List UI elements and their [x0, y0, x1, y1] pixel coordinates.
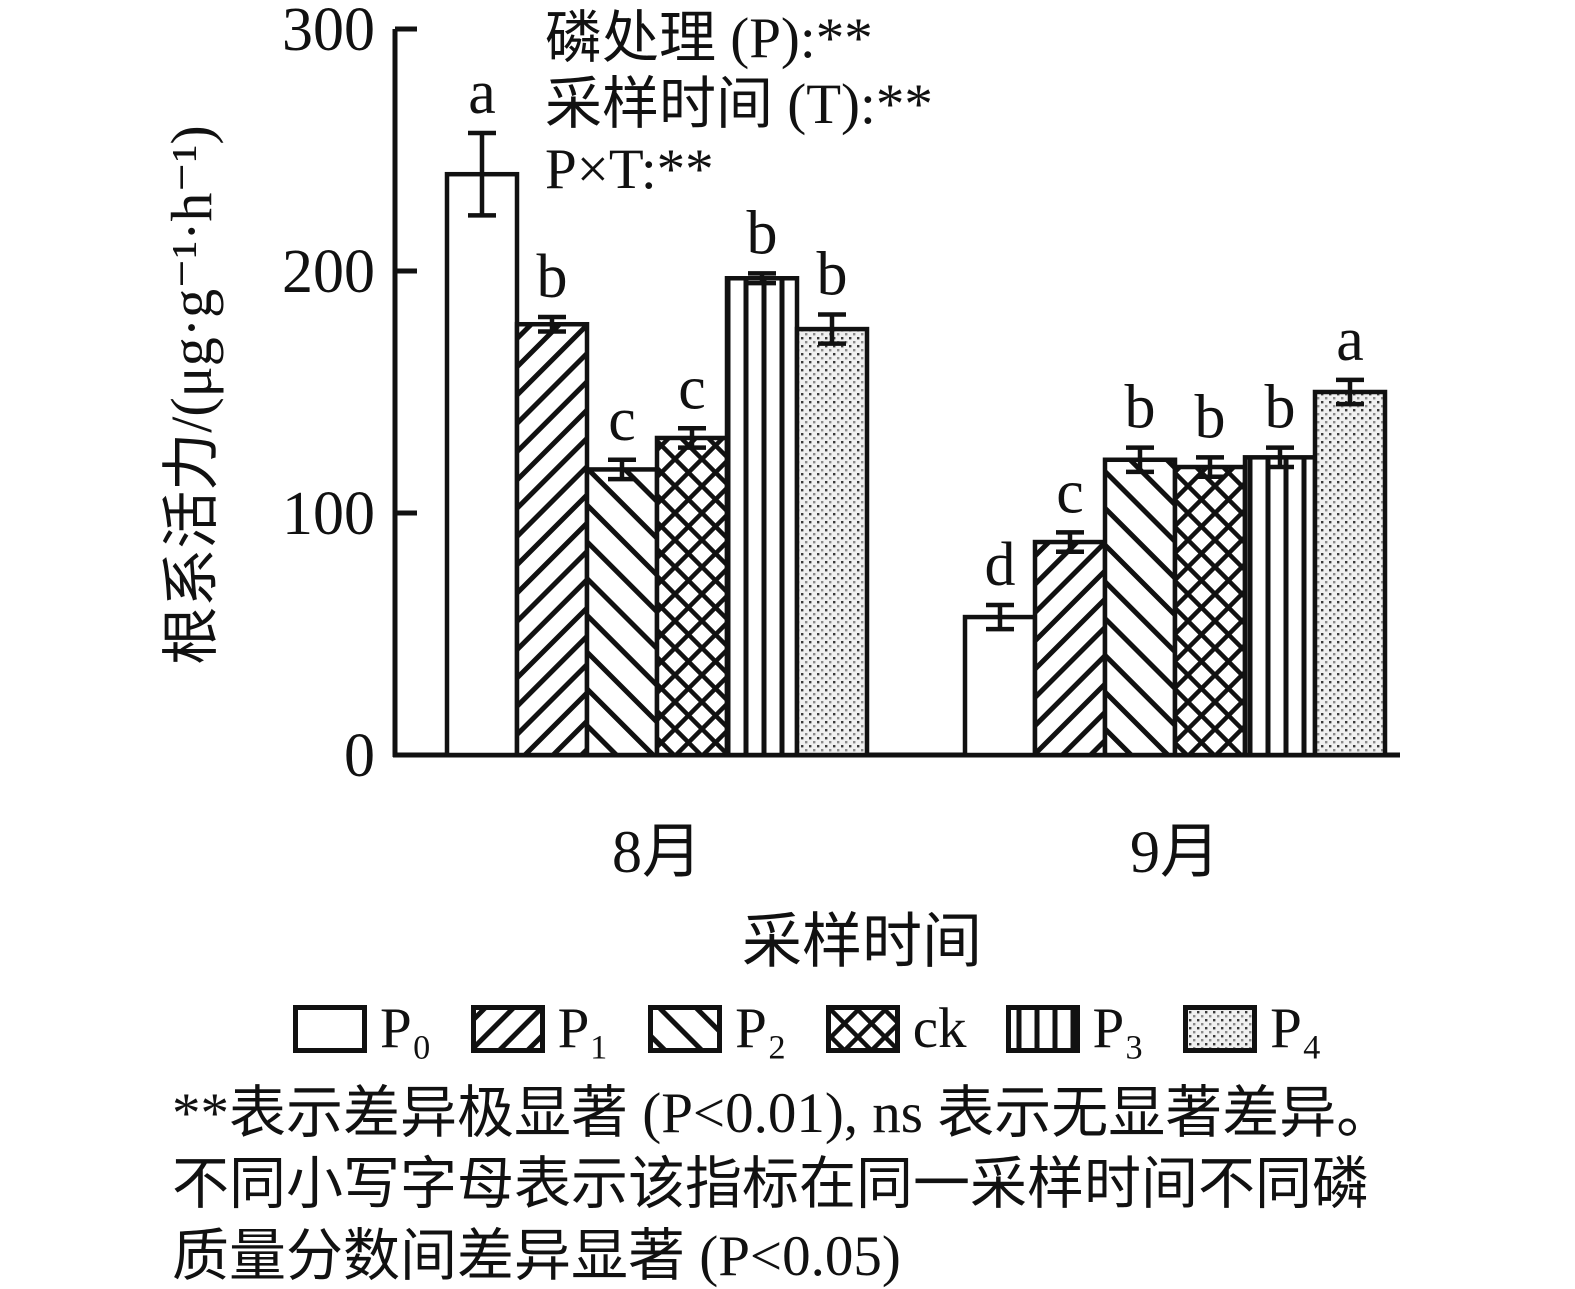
bar-sep-5 — [1242, 455, 1318, 758]
y-tick-label: 300 — [282, 0, 375, 64]
y-tick-label: 0 — [344, 722, 375, 790]
legend-label: P₁ — [557, 997, 610, 1060]
anova-annotation-block: 磷处理 (P):** 采样时间 (T):** P×T:** — [545, 6, 933, 203]
legend-item-4: ck — [825, 996, 967, 1061]
legend-label: P₃ — [1092, 997, 1145, 1060]
sig-letter: b — [747, 199, 778, 267]
legend-item-6: P₄ — [1183, 996, 1322, 1061]
sig-letter: b — [1195, 383, 1226, 451]
sig-letter: a — [1336, 306, 1364, 374]
y-tick-label: 200 — [282, 238, 375, 306]
footnote-line-1: **表示差异极显著 (P<0.01), ns 表示无显著差异。 — [172, 1082, 1394, 1145]
x-axis-title: 采样时间 — [742, 909, 982, 975]
y-axis-title: 根系活力/(μg·g⁻¹·h⁻¹) — [159, 125, 224, 665]
annotation-line-pxt: P×T:** — [545, 138, 714, 202]
figure-footnote: **表示差异极显著 (P<0.01), ns 表示无显著差异。 不同小写字母表示… — [172, 1078, 1393, 1289]
legend-label: ck — [912, 997, 967, 1060]
legend-swatch-stipple-icon — [1183, 1004, 1258, 1053]
bar-sep-1 — [962, 614, 1038, 758]
sig-letter: b — [1265, 374, 1296, 442]
sig-letter: b — [817, 241, 848, 309]
bar-aug-1 — [444, 171, 520, 758]
legend-item-5: P₃ — [1005, 996, 1145, 1061]
legend-label: P₂ — [735, 997, 787, 1060]
legend-swatch-vertical-icon — [1005, 1004, 1080, 1053]
bar-aug-5 — [724, 276, 800, 758]
bar-sep-6 — [1312, 389, 1388, 758]
x-category-label: 8月 — [612, 819, 702, 885]
bar-aug-6 — [794, 326, 870, 758]
bar-aug-3 — [584, 467, 660, 758]
annotation-line-p: 磷处理 (P):** — [545, 7, 873, 70]
legend-label: P₄ — [1270, 997, 1322, 1060]
sig-letter: b — [1125, 374, 1156, 442]
footnote-line-2: 不同小写字母表示该指标在同一采样时间不同磷 — [172, 1153, 1369, 1217]
y-tick-label: 100 — [282, 480, 375, 548]
footnote-line-3: 质量分数间差异显著 (P<0.05) — [172, 1224, 901, 1288]
legend-swatch-crosshatch-icon — [825, 1004, 900, 1053]
sig-letter: c — [608, 386, 636, 454]
bar-sep-2 — [1032, 539, 1108, 758]
sig-letter: c — [1056, 458, 1084, 526]
legend-item-2: P₁ — [470, 996, 610, 1061]
sig-letter: d — [985, 531, 1016, 599]
legend-item-1: P₀ — [293, 996, 432, 1061]
x-category-label: 9月 — [1130, 819, 1220, 885]
sig-letter: a — [468, 59, 496, 127]
bar-sep-3 — [1102, 457, 1178, 758]
chart-legend: P₀ P₁ P₂ ck P₃ P₄ — [293, 996, 1322, 1061]
bar-aug-4 — [654, 435, 730, 758]
legend-swatch-plain-icon — [293, 1004, 367, 1053]
legend-item-3: P₂ — [648, 996, 787, 1061]
legend-label: P₀ — [380, 997, 432, 1060]
sig-letter: c — [678, 354, 706, 422]
sig-letter: b — [537, 243, 568, 311]
bar-sep-4 — [1172, 464, 1248, 758]
legend-swatch-diag-down-icon — [648, 1004, 723, 1053]
legend-swatch-diag-up-icon — [470, 1004, 545, 1053]
bar-aug-2 — [514, 321, 590, 758]
annotation-line-t: 采样时间 (T):** — [545, 72, 933, 136]
